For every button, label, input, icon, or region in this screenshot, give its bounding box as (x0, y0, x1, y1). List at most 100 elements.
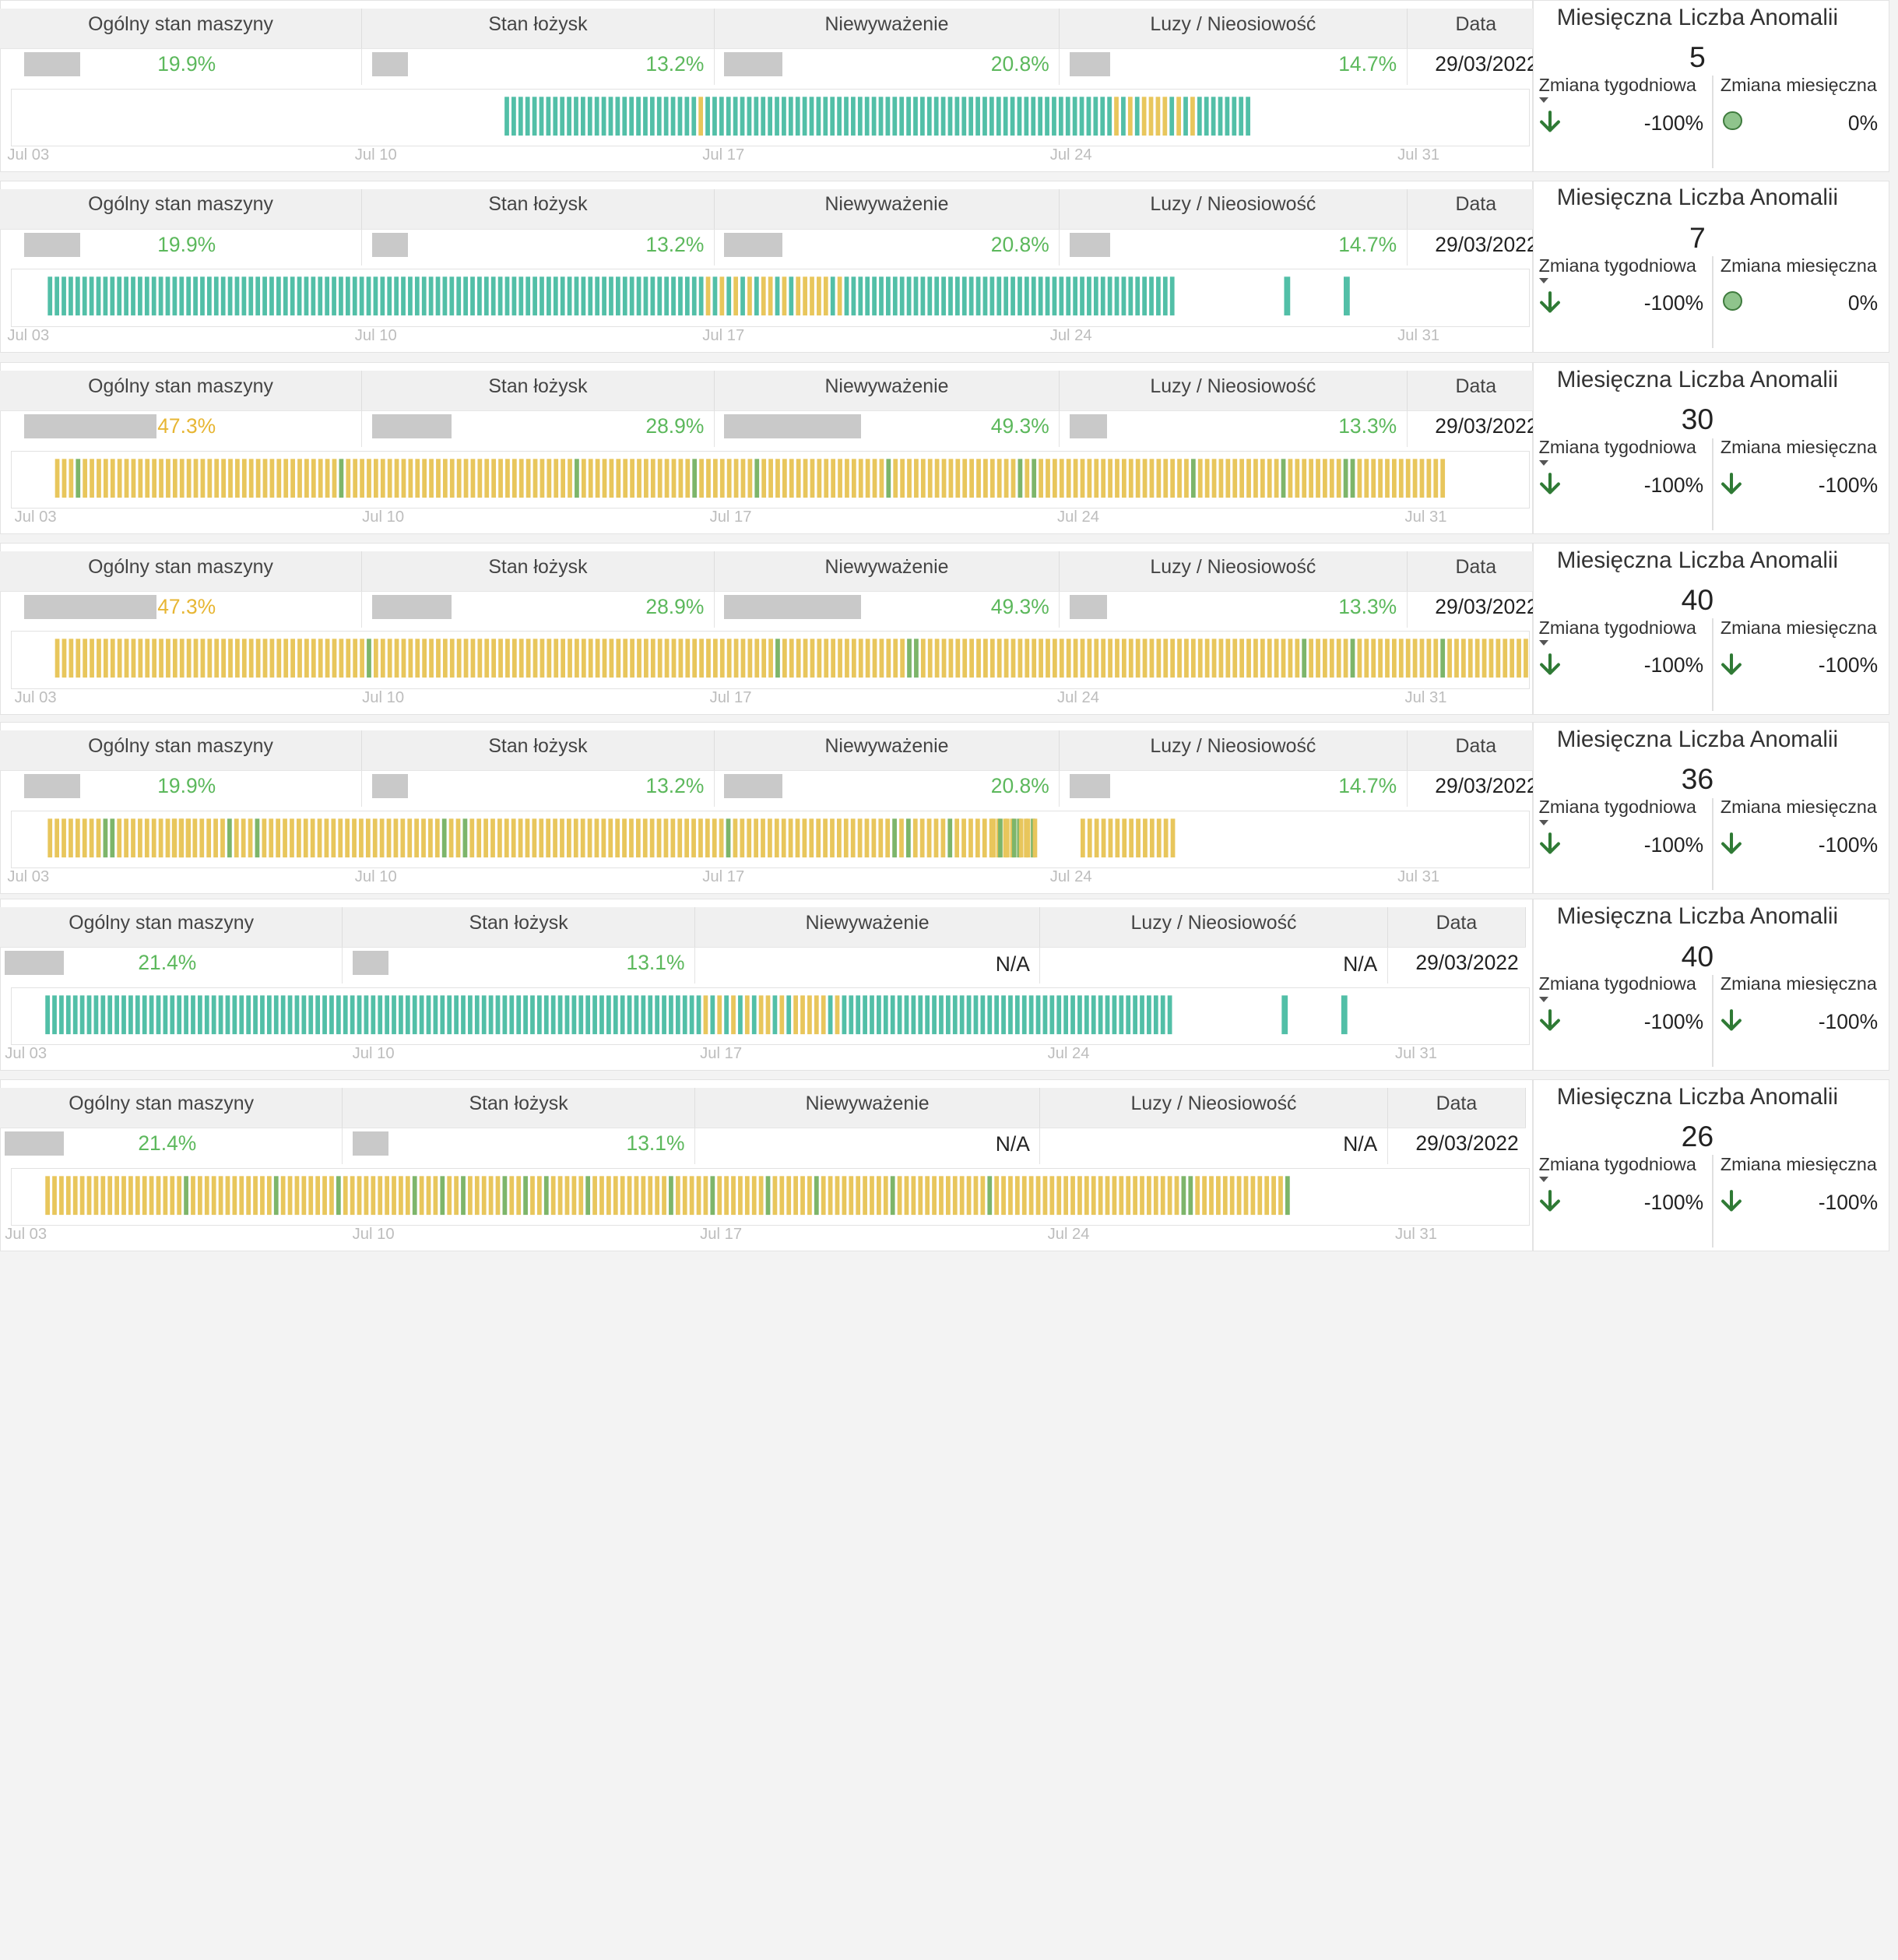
anomaly-bar[interactable] (561, 458, 566, 498)
anomaly-bar[interactable] (567, 96, 571, 135)
anomaly-bar[interactable] (1063, 995, 1069, 1034)
anomaly-bar[interactable] (578, 995, 584, 1034)
anomaly-bar[interactable] (1239, 96, 1244, 135)
anomaly-bar[interactable] (421, 276, 427, 316)
anomaly-bar[interactable] (905, 818, 911, 857)
anomaly-bar[interactable] (516, 995, 522, 1034)
anomaly-bar[interactable] (712, 818, 717, 857)
anomaly-bar[interactable] (79, 1175, 85, 1215)
anomaly-bar[interactable] (675, 1175, 680, 1215)
anomaly-bar[interactable] (511, 96, 516, 135)
anomaly-bar[interactable] (297, 639, 302, 678)
anomaly-bar[interactable] (1216, 1175, 1221, 1215)
anomaly-bar[interactable] (1126, 995, 1131, 1034)
anomaly-bar[interactable] (269, 639, 275, 678)
anomaly-bar[interactable] (192, 818, 198, 857)
anomaly-bar[interactable] (511, 458, 517, 498)
anomaly-bar[interactable] (1122, 818, 1127, 857)
anomaly-bar[interactable] (463, 276, 468, 316)
anomaly-bar[interactable] (1371, 458, 1376, 498)
anomaly-bar[interactable] (768, 639, 773, 678)
anomaly-bar[interactable] (863, 1175, 867, 1215)
anomaly-bar[interactable] (121, 995, 126, 1034)
anomaly-bar[interactable] (301, 1175, 307, 1215)
anomaly-bar[interactable] (1094, 639, 1099, 678)
anomaly-bar[interactable] (532, 639, 538, 678)
header-looseness[interactable]: Luzy / Nieosiowość (1060, 370, 1408, 411)
anomaly-bar[interactable] (107, 995, 113, 1034)
anomaly-bar[interactable] (353, 639, 358, 678)
anomaly-bar[interactable] (350, 1175, 355, 1215)
anomaly-bar[interactable] (664, 458, 670, 498)
anomaly-bar[interactable] (918, 995, 923, 1034)
anomaly-bar[interactable] (1135, 276, 1141, 316)
anomaly-bar[interactable] (712, 96, 717, 135)
anomaly-bar[interactable] (754, 96, 759, 135)
anomaly-bar[interactable] (1091, 995, 1096, 1034)
anomaly-bar[interactable] (227, 818, 232, 857)
anomaly-bar[interactable] (401, 276, 406, 316)
anomaly-bar[interactable] (387, 458, 392, 498)
anomaly-bar[interactable] (870, 1175, 874, 1215)
anomaly-bar[interactable] (1232, 96, 1237, 135)
anomaly-bar[interactable] (177, 1175, 182, 1215)
anomaly-bar[interactable] (1080, 639, 1085, 678)
anomaly-bar[interactable] (952, 995, 958, 1034)
anomaly-bar[interactable] (1433, 639, 1439, 678)
anomaly-bar[interactable] (1140, 1175, 1144, 1215)
anomaly-bar[interactable] (975, 818, 980, 857)
anomaly-bar[interactable] (685, 639, 691, 678)
anomaly-bar[interactable] (131, 639, 136, 678)
anomaly-bar[interactable] (253, 995, 258, 1034)
anomaly-bar[interactable] (1284, 276, 1291, 316)
anomaly-bar[interactable] (1170, 458, 1176, 498)
anomaly-bar[interactable] (1489, 639, 1494, 678)
anomaly-bar[interactable] (1149, 276, 1154, 316)
anomaly-bar[interactable] (1197, 458, 1203, 498)
anomaly-bar[interactable] (1063, 1175, 1069, 1215)
anomaly-bar[interactable] (128, 995, 133, 1034)
anomaly-bar[interactable] (675, 995, 680, 1034)
anomaly-bar[interactable] (1042, 1175, 1048, 1215)
anomaly-bar[interactable] (1049, 1175, 1055, 1215)
anomaly-bar[interactable] (1028, 1175, 1034, 1215)
anomaly-bar[interactable] (945, 1175, 951, 1215)
anomaly-bar[interactable] (297, 276, 302, 316)
anomaly-bar[interactable] (983, 458, 988, 498)
anomaly-bar[interactable] (225, 995, 230, 1034)
anomaly-bar[interactable] (623, 639, 628, 678)
anomaly-bar[interactable] (75, 818, 80, 857)
anomaly-bar[interactable] (1021, 995, 1027, 1034)
anomaly-bar[interactable] (856, 995, 861, 1034)
anomaly-bar[interactable] (838, 458, 842, 498)
anomaly-bar[interactable] (121, 1175, 126, 1215)
anomaly-bar[interactable] (1112, 1175, 1117, 1215)
anomaly-bar[interactable] (932, 995, 937, 1034)
anomaly-bar[interactable] (641, 1175, 646, 1215)
anomaly-bar[interactable] (1098, 995, 1103, 1034)
header-unbalance[interactable]: Niewyważenie (715, 370, 1060, 411)
anomaly-bar[interactable] (1302, 639, 1307, 678)
anomaly-bar[interactable] (641, 995, 646, 1034)
anomaly-bar[interactable] (1025, 818, 1031, 857)
anomaly-bar[interactable] (414, 276, 420, 316)
anomaly-bar[interactable] (1058, 96, 1063, 135)
anomaly-bar[interactable] (622, 96, 627, 135)
anomaly-bar[interactable] (1156, 639, 1162, 678)
anomaly-bar[interactable] (837, 276, 842, 316)
anomaly-bar[interactable] (678, 276, 683, 316)
header-date[interactable]: Data (1408, 188, 1545, 229)
sort-desc-icon[interactable] (1538, 97, 1548, 104)
anomaly-bar[interactable] (269, 458, 275, 498)
anomaly-bar[interactable] (218, 1175, 223, 1215)
anomaly-bar[interactable] (273, 1175, 279, 1215)
anomaly-bar[interactable] (505, 639, 510, 678)
anomaly-bar[interactable] (103, 458, 108, 498)
anomaly-bar[interactable] (204, 1175, 209, 1215)
anomaly-bar[interactable] (599, 1175, 604, 1215)
anomaly-bar[interactable] (878, 818, 884, 857)
anomaly-bar[interactable] (124, 276, 128, 316)
anomaly-bar[interactable] (477, 276, 482, 316)
anomaly-bar[interactable] (1392, 639, 1397, 678)
anomaly-bar[interactable] (241, 818, 246, 857)
